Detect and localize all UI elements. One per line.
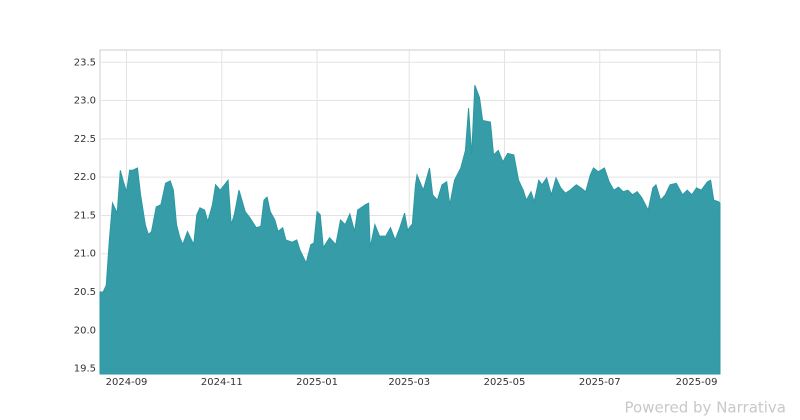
y-tick-label: 22.0 <box>74 172 96 183</box>
y-tick-label: 23.0 <box>74 96 96 107</box>
x-tick-label: 2025-05 <box>484 377 526 388</box>
y-tick-label: 21.0 <box>74 249 96 260</box>
area <box>99 85 721 375</box>
labels: 19.5 20.0 20.5 21.0 21.5 22.0 22.5 23.0 23.5 2024… <box>74 57 718 388</box>
x-tick-label: 2025-07 <box>579 377 621 388</box>
x-tick-label: 2025-01 <box>296 377 338 388</box>
y-tick-label: 21.5 <box>74 210 96 221</box>
x-tick-label: 2024-09 <box>106 377 148 388</box>
marks <box>99 85 721 375</box>
x-tick-label: 2025-03 <box>388 377 430 388</box>
y-tick-label: 20.0 <box>74 325 96 336</box>
x-tick-label: 2024-11 <box>201 377 243 388</box>
y-tick-label: 23.5 <box>74 57 96 68</box>
watermark: Powered by Narrativa <box>625 399 787 417</box>
y-tick-label: 22.5 <box>74 134 96 145</box>
y-tick-label: 20.5 <box>74 287 96 298</box>
x-tick-label: 2025-09 <box>676 377 718 388</box>
y-tick-label: 19.5 <box>74 364 96 375</box>
